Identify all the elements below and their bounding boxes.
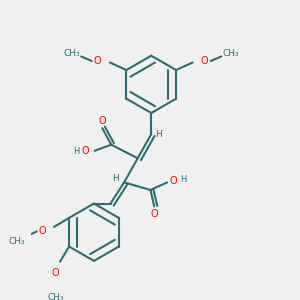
Text: CH₃: CH₃ bbox=[8, 237, 25, 246]
Text: O: O bbox=[82, 146, 89, 156]
Text: O: O bbox=[169, 176, 177, 186]
Text: O: O bbox=[52, 268, 59, 278]
Text: O: O bbox=[98, 116, 106, 126]
Text: H: H bbox=[74, 147, 80, 156]
Text: H: H bbox=[112, 174, 118, 183]
Text: H: H bbox=[155, 130, 162, 139]
Text: CH₃: CH₃ bbox=[47, 293, 64, 300]
Text: O: O bbox=[151, 209, 158, 219]
Text: O: O bbox=[94, 56, 102, 66]
Text: CH₃: CH₃ bbox=[63, 49, 80, 58]
Text: O: O bbox=[201, 56, 208, 66]
Text: O: O bbox=[39, 226, 46, 236]
Text: CH₃: CH₃ bbox=[223, 49, 239, 58]
Text: H: H bbox=[181, 175, 187, 184]
